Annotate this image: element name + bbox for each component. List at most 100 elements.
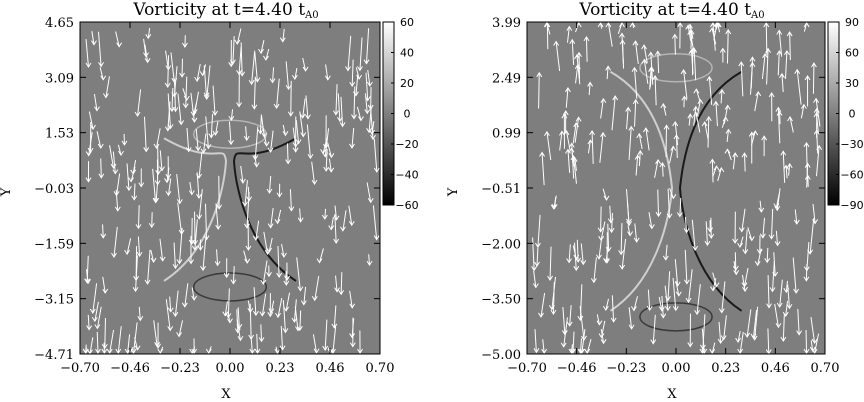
velocity-arrow <box>165 50 169 70</box>
velocity-arrowhead <box>604 258 610 264</box>
velocity-arrowhead <box>597 22 604 28</box>
velocity-arrow <box>721 281 726 313</box>
velocity-arrow <box>743 267 749 287</box>
velocity-arrowhead <box>680 68 687 75</box>
velocity-arrowhead <box>761 135 768 141</box>
velocity-arrow <box>113 226 118 258</box>
velocity-arrow <box>178 227 183 264</box>
velocity-arrow <box>563 317 568 347</box>
velocity-arrowhead <box>619 39 626 45</box>
velocity-arrow <box>576 239 579 262</box>
velocity-arrow <box>195 128 199 151</box>
velocity-arrow <box>332 324 337 354</box>
velocity-arrowhead <box>776 110 783 116</box>
velocity-arrowhead <box>172 311 179 318</box>
velocity-arrowhead <box>155 343 161 349</box>
velocity-arrowhead <box>145 34 152 40</box>
velocity-arrow <box>333 305 337 328</box>
velocity-arrow <box>574 117 580 143</box>
velocity-arrowhead <box>655 158 661 165</box>
velocity-arrowhead <box>323 166 330 172</box>
velocity-arrow <box>159 150 163 171</box>
velocity-arrow <box>542 339 545 354</box>
velocity-arrowhead <box>647 51 654 57</box>
velocity-arrow <box>704 121 709 140</box>
velocity-arrow <box>683 69 688 100</box>
velocity-arrowhead <box>91 316 98 323</box>
velocity-arrowhead <box>313 348 320 354</box>
velocity-arrow <box>198 189 203 219</box>
velocity-arrow <box>312 334 317 353</box>
velocity-arrow <box>153 320 158 347</box>
velocity-arrow <box>805 330 808 354</box>
velocity-arrowhead <box>732 238 739 244</box>
velocity-arrowhead <box>544 130 550 137</box>
velocity-arrow <box>752 310 758 338</box>
velocity-arrow <box>766 48 769 85</box>
velocity-arrow <box>115 189 119 211</box>
velocity-arrowhead <box>352 91 359 97</box>
y-tick-label: −0.03 <box>34 182 74 197</box>
velocity-arrowhead <box>569 38 576 44</box>
chart-title: Vorticity at t=4.40 tA0 <box>132 0 318 21</box>
velocity-arrowhead <box>584 348 591 354</box>
velocity-arrowhead <box>268 308 275 314</box>
velocity-arrow <box>302 98 306 118</box>
velocity-arrowhead <box>132 286 139 293</box>
velocity-arrow <box>707 116 710 148</box>
velocity-arrowhead <box>672 306 679 312</box>
velocity-arrowhead <box>532 283 539 289</box>
velocity-arrow <box>652 314 656 344</box>
velocity-arrow <box>705 221 708 246</box>
velocity-arrowhead <box>705 115 712 122</box>
velocity-arrowhead <box>553 40 560 46</box>
velocity-arrow <box>533 270 537 288</box>
velocity-arrowhead <box>143 147 150 153</box>
velocity-arrowhead <box>116 42 123 48</box>
velocity-arrowhead <box>300 300 307 306</box>
velocity-arrowhead <box>85 62 92 68</box>
velocity-arrow <box>732 153 736 170</box>
velocity-arrow <box>690 49 694 75</box>
velocity-arrowhead <box>568 142 575 148</box>
velocity-arrowhead <box>203 235 210 241</box>
velocity-arrowhead <box>131 195 138 201</box>
velocity-arrow <box>675 280 680 296</box>
velocity-arrowhead <box>84 278 91 284</box>
velocity-arrowhead <box>188 190 195 196</box>
velocity-arrowhead <box>185 147 192 153</box>
velocity-arrow <box>351 59 354 87</box>
velocity-arrowhead <box>784 49 790 56</box>
velocity-arrowhead <box>632 40 639 46</box>
velocity-arrow <box>643 45 648 64</box>
velocity-arrow <box>155 128 161 149</box>
velocity-arrowhead <box>282 131 289 137</box>
velocity-arrowhead <box>633 237 640 243</box>
velocity-arrowhead <box>543 22 550 28</box>
velocity-arrowhead <box>90 124 96 130</box>
velocity-arrowhead <box>563 129 570 136</box>
velocity-arrowhead <box>370 134 376 141</box>
velocity-arrow <box>324 128 330 157</box>
y-tick-label: 3.09 <box>45 71 74 86</box>
velocity-arrowhead <box>276 192 283 198</box>
velocity-arrowhead <box>774 206 781 212</box>
velocity-arrow <box>771 208 774 239</box>
velocity-arrowhead <box>176 259 183 265</box>
velocity-arrow <box>650 52 654 85</box>
velocity-arrow <box>741 274 746 292</box>
velocity-arrow <box>628 307 633 329</box>
x-tick-label: 0.70 <box>811 361 840 376</box>
velocity-arrowhead <box>167 124 174 130</box>
velocity-arrow <box>572 245 577 260</box>
velocity-arrow <box>236 28 242 45</box>
velocity-arrowhead <box>200 148 207 154</box>
velocity-arrow <box>337 93 341 122</box>
velocity-arrow <box>178 320 184 337</box>
velocity-arrowhead <box>742 249 749 255</box>
velocity-arrow <box>667 271 671 301</box>
velocity-arrowhead <box>367 198 374 204</box>
velocity-arrow <box>779 111 781 125</box>
velocity-arrow <box>133 183 136 200</box>
velocity-arrow <box>559 131 563 151</box>
